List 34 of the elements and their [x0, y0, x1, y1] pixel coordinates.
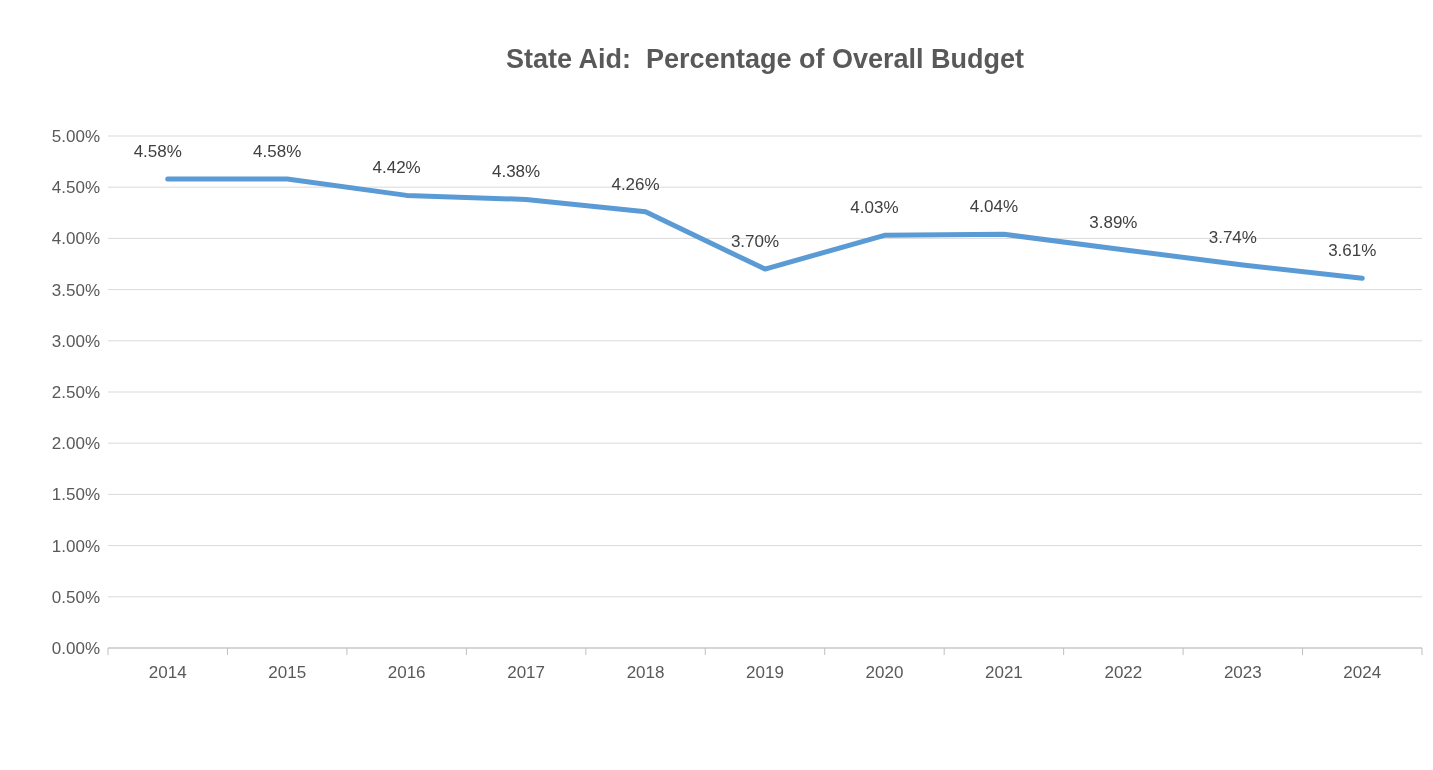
x-tick-label: 2018: [626, 663, 665, 682]
y-tick-label: 2.00%: [51, 434, 100, 454]
y-tick-label: 3.50%: [51, 280, 100, 300]
y-tick-label: 2.50%: [51, 382, 100, 402]
data-label: 4.58%: [133, 142, 182, 162]
x-tick-label: 2019: [746, 663, 784, 682]
x-tick-label: 2014: [148, 663, 187, 682]
y-tick-label: 1.50%: [51, 485, 100, 505]
data-label: 3.61%: [1328, 241, 1377, 261]
x-tick-label: 2023: [1223, 663, 1262, 682]
x-tick-label: 2017: [507, 663, 545, 682]
y-tick-label: 4.00%: [51, 229, 100, 249]
y-tick-label: 1.00%: [51, 536, 100, 556]
y-tick-label: 4.50%: [51, 178, 100, 198]
data-label: 4.42%: [372, 158, 421, 178]
data-label: 3.74%: [1208, 228, 1257, 248]
x-tick-label: 2021: [984, 663, 1023, 682]
x-tick-label: 2015: [268, 663, 307, 682]
data-label: 4.26%: [611, 174, 660, 194]
y-tick-label: 5.00%: [51, 126, 100, 146]
x-tick-label: 2020: [865, 663, 904, 682]
data-label: 3.89%: [1089, 212, 1138, 232]
x-tick-label: 2024: [1343, 663, 1382, 682]
x-tick-label: 2022: [1104, 663, 1143, 682]
data-label: 3.70%: [730, 232, 780, 252]
data-label: 4.03%: [850, 198, 899, 218]
data-label: 4.38%: [491, 162, 541, 182]
y-tick-label: 0.50%: [51, 587, 100, 607]
y-tick-label: 0.00%: [51, 638, 100, 658]
y-tick-label: 3.00%: [51, 331, 100, 351]
data-label: 4.04%: [969, 197, 1019, 217]
x-tick-label: 2016: [387, 663, 426, 682]
data-label: 4.58%: [253, 142, 302, 162]
chart-title: State Aid: Percentage of Overall Budget: [505, 44, 1025, 74]
